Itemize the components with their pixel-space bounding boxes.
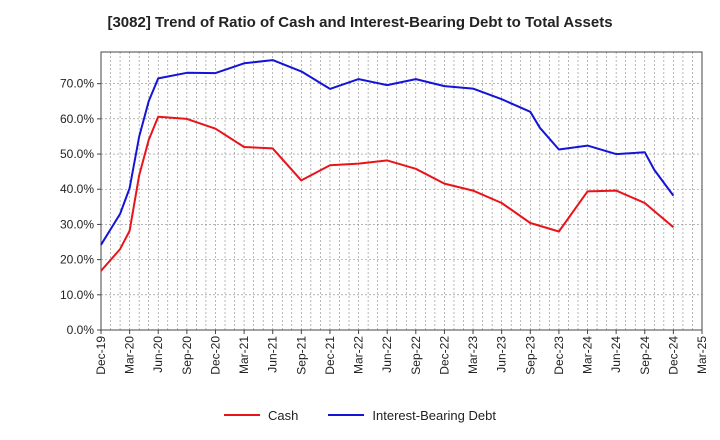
x-tick-label: Sep-24 <box>638 336 652 375</box>
y-tick-label: 50.0% <box>60 147 94 161</box>
x-tick-label: Sep-21 <box>294 336 308 375</box>
y-tick-label: 30.0% <box>60 217 94 231</box>
series-line-interest-bearing-debt <box>100 59 675 246</box>
x-tick-label: Sep-23 <box>523 336 537 375</box>
x-tick-label: Sep-20 <box>180 336 194 375</box>
x-tick-label: Dec-19 <box>94 336 108 375</box>
legend-label-interest-bearing-debt: Interest-Bearing Debt <box>372 407 496 423</box>
series-lines <box>100 59 675 272</box>
x-tick-label: Mar-24 <box>581 336 595 374</box>
y-tick-label: 40.0% <box>60 182 94 196</box>
y-axis: 0.0% 10.0% 20.0% 30.0% 40.0% 50.0% 60.0% 70.0% <box>60 77 101 337</box>
y-tick-label: 10.0% <box>60 288 94 302</box>
x-tick-label: Mar-25 <box>695 336 709 374</box>
x-tick-label: Dec-24 <box>666 336 680 375</box>
legend: Cash Interest-Bearing Debt <box>0 405 720 425</box>
legend-item-cash: Cash <box>224 408 298 423</box>
x-tick-label: Dec-20 <box>208 336 222 375</box>
y-tick-label: 20.0% <box>60 253 94 267</box>
legend-swatch-cash <box>224 414 261 416</box>
x-tick-label: Mar-21 <box>237 336 251 374</box>
plot-area <box>100 51 703 331</box>
legend-label-cash: Cash <box>268 407 299 423</box>
x-tick-label: Jun-24 <box>609 336 623 373</box>
x-tick-label: Dec-22 <box>437 336 451 375</box>
x-tick-label: Dec-23 <box>552 336 566 375</box>
y-tick-label: 60.0% <box>60 112 94 126</box>
x-tick-label: Jun-23 <box>495 336 509 373</box>
x-tick-label: Jun-21 <box>266 336 280 373</box>
x-tick-label: Mar-20 <box>123 336 137 374</box>
x-tick-label: Jun-22 <box>380 336 394 373</box>
x-axis: Dec-19 Mar-20 Jun-20 Sep-20 Dec-20 Mar-21 Jun-… <box>94 330 709 375</box>
x-tick-label: Jun-20 <box>151 336 165 373</box>
y-tick-label: 70.0% <box>60 77 94 91</box>
chart-title: [3082] Trend of Ratio of Cash and Intere… <box>107 14 613 31</box>
x-tick-label: Mar-23 <box>466 336 480 374</box>
series-line-cash <box>100 115 675 272</box>
x-tick-label: Sep-22 <box>409 336 423 375</box>
legend-item-debt: Interest-Bearing Debt <box>328 408 496 423</box>
x-tick-label: Mar-22 <box>352 336 366 374</box>
legend-swatch-interest-bearing-debt <box>328 414 365 416</box>
x-tick-label: Dec-21 <box>323 336 337 375</box>
y-tick-label: 0.0% <box>67 323 95 337</box>
